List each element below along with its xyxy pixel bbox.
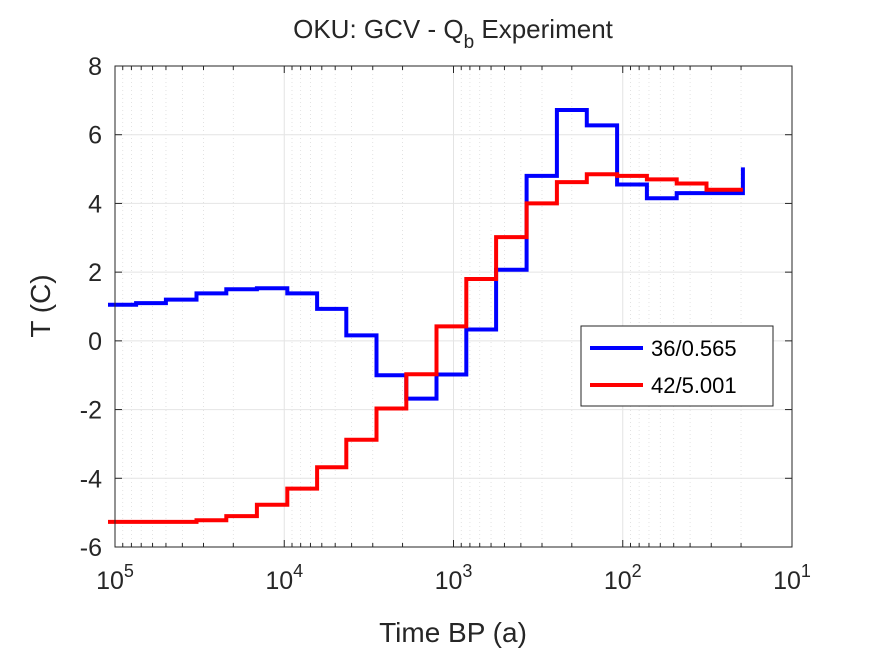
x-tick-label-exponent: 5 (124, 561, 134, 581)
y-axis-label: T (C) (25, 274, 56, 337)
legend: 36/0.565 42/5.001 (580, 325, 774, 407)
x-tick-label-exponent: 4 (293, 561, 303, 581)
y-tick-label: 6 (88, 122, 102, 150)
y-tick-label: -4 (80, 465, 102, 493)
x-tick-label-base: 10 (265, 567, 293, 595)
y-tick-label: 8 (88, 53, 102, 81)
x-tick-label: 105 (96, 561, 134, 595)
series-layer (108, 108, 745, 524)
legend-label-series-1: 36/0.565 (651, 336, 737, 361)
x-tick-label: 101 (773, 561, 811, 595)
tick-marks (114, 65, 793, 548)
series-line-2 (108, 172, 743, 524)
x-tick-label: 104 (265, 561, 303, 595)
x-tick-label-base: 10 (604, 567, 632, 595)
x-tick-labels: 105 104 103 102 101 (96, 561, 811, 595)
series-line-1 (108, 108, 745, 401)
y-tick-label: 4 (88, 190, 102, 218)
x-tick-label-base: 10 (96, 567, 124, 595)
chart-title: OKU: GCV - Qb Experiment (293, 14, 614, 53)
x-tick-label-exponent: 2 (632, 561, 642, 581)
x-tick-label: 102 (604, 561, 642, 595)
x-tick-label-exponent: 3 (462, 561, 472, 581)
x-axis-label: Time BP (a) (379, 617, 527, 648)
legend-label-series-2: 42/5.001 (651, 373, 737, 398)
y-tick-label: 2 (88, 259, 102, 287)
legend-box (580, 325, 774, 407)
x-tick-label-base: 10 (435, 567, 463, 595)
x-tick-label-exponent: 1 (801, 561, 811, 581)
x-tick-label-base: 10 (773, 567, 801, 595)
y-tick-label: -6 (80, 534, 102, 562)
x-tick-label: 103 (435, 561, 473, 595)
y-tick-label: 0 (88, 328, 102, 356)
y-tick-label: -2 (80, 397, 102, 425)
chart-title-suffix: Experiment (474, 14, 613, 44)
y-tick-labels: 8 6 4 2 0 -2 -4 -6 (80, 53, 102, 562)
chart-title-prefix: OKU: GCV - Q (293, 14, 463, 44)
chart-title-subscript: b (464, 32, 475, 53)
